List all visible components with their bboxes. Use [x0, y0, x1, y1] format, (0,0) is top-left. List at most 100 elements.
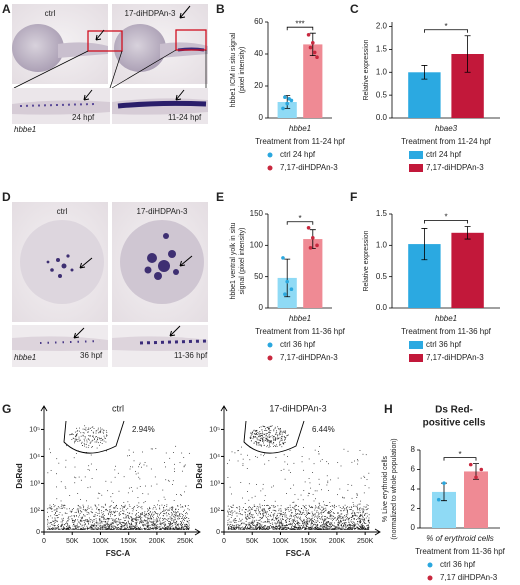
- zoom-box: [87, 30, 123, 52]
- event-dot: [315, 520, 317, 522]
- event-dot: [167, 479, 169, 481]
- event-dot: [78, 436, 80, 438]
- event-dot: [291, 514, 292, 516]
- event-dot: [285, 521, 287, 523]
- event-dot: [91, 527, 93, 528]
- event-dot: [180, 528, 182, 530]
- event-dot: [362, 527, 364, 529]
- event-dot: [98, 432, 99, 434]
- event-dot: [357, 528, 359, 530]
- event-dot: [65, 523, 67, 524]
- event-dot: [264, 439, 266, 441]
- event-dot: [283, 430, 285, 432]
- event-dot: [177, 528, 179, 529]
- event-dot: [255, 434, 257, 436]
- event-dot: [88, 512, 90, 513]
- event-dot: [249, 509, 251, 511]
- event-dot: [256, 444, 258, 446]
- event-dot: [284, 527, 286, 529]
- event-dot: [263, 425, 264, 427]
- event-dot: [288, 518, 290, 520]
- event-dot: [272, 516, 274, 518]
- event-dot: [284, 514, 286, 516]
- event-dot: [267, 441, 269, 443]
- event-dot: [151, 528, 153, 530]
- event-dot: [276, 526, 278, 527]
- event-dot: [250, 522, 252, 524]
- event-dot: [282, 436, 284, 438]
- event-dot: [227, 463, 228, 465]
- event-dot: [258, 510, 259, 512]
- event-dot: [119, 528, 121, 530]
- event-dot: [305, 509, 307, 511]
- event-dot: [281, 526, 283, 528]
- event-dot: [323, 525, 324, 527]
- event-dot: [264, 510, 266, 511]
- event-dot: [354, 526, 356, 527]
- event-dot: [278, 528, 280, 530]
- event-dot: [159, 524, 161, 525]
- event-dot: [86, 521, 88, 523]
- event-dot: [138, 516, 140, 518]
- event-dot: [110, 522, 112, 524]
- event-dot: [316, 527, 318, 529]
- y-tick-label: 10²: [30, 507, 41, 514]
- event-dot: [83, 528, 84, 530]
- event-dot: [302, 526, 304, 528]
- event-dot: [152, 448, 154, 450]
- x-tick-label: 250K: [357, 538, 374, 545]
- event-dot: [159, 508, 161, 510]
- event-dot: [71, 521, 73, 523]
- event-dot: [111, 527, 112, 529]
- event-dot: [85, 519, 87, 520]
- stage-label: 36 hpf: [80, 351, 103, 360]
- event-dot: [279, 433, 281, 434]
- event-dot: [337, 525, 339, 527]
- event-dot: [128, 528, 130, 530]
- event-dot: [306, 521, 308, 523]
- event-dot: [297, 526, 299, 528]
- event-dot: [277, 505, 279, 507]
- event-dot: [113, 525, 115, 527]
- event-dot: [328, 525, 330, 527]
- event-dot: [110, 524, 111, 526]
- event-dot: [291, 520, 293, 522]
- event-dot: [152, 511, 154, 513]
- event-dot: [329, 515, 331, 517]
- event-dot: [53, 514, 55, 516]
- event-dot: [345, 507, 347, 508]
- event-dot: [324, 515, 325, 517]
- significance: *: [458, 450, 461, 459]
- event-dot: [248, 524, 250, 525]
- event-dot: [258, 512, 260, 514]
- event-dot: [310, 526, 312, 528]
- event-dot: [87, 528, 89, 530]
- event-dot: [285, 522, 287, 524]
- event-dot: [95, 527, 97, 529]
- event-dot: [149, 527, 151, 529]
- event-dot: [262, 433, 264, 435]
- event-dot: [361, 514, 363, 516]
- event-dot: [138, 528, 140, 530]
- event-dot: [148, 512, 149, 514]
- event-dot: [329, 522, 331, 524]
- event-dot: [262, 517, 263, 518]
- event-dot: [352, 525, 354, 527]
- event-dot: [164, 498, 166, 500]
- event-dot: [84, 520, 86, 522]
- event-dot: [256, 522, 258, 524]
- event-dot: [305, 523, 307, 525]
- event-dot: [227, 520, 229, 521]
- event-dot: [186, 528, 187, 530]
- error-bar: [464, 226, 471, 240]
- event-dot: [181, 505, 183, 507]
- event-dot: [143, 520, 145, 522]
- event-dot: [123, 517, 124, 519]
- y-axis-label: (normalized to whole population): [391, 438, 398, 539]
- event-dot: [98, 492, 99, 494]
- x-tick-label: 200K: [149, 538, 166, 545]
- event-dot: [157, 514, 158, 516]
- event-dot: [182, 526, 183, 528]
- event-dot: [50, 452, 51, 454]
- event-dot: [86, 510, 87, 512]
